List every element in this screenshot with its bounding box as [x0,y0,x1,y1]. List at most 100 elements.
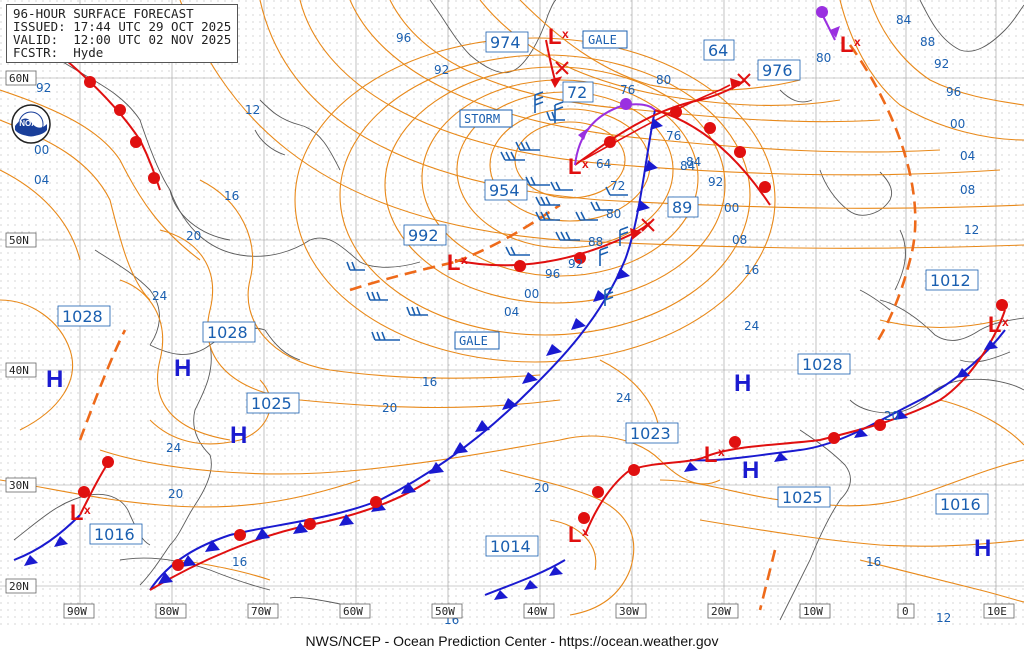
warning-label: GALE [459,334,488,348]
svg-text:x: x [854,35,861,49]
high-symbol: H [46,366,63,393]
isobar-label: 80 [656,73,671,87]
trough-2 [454,203,561,264]
isobar-label: 96 [545,267,560,281]
isobar-label: 04 [504,305,519,319]
isobar-label: 16 [224,189,239,203]
isobar-label: 24 [152,289,167,303]
weather-map: Lx Lx Lx Lx Lx Lx Lx Lx H H H H H H GALE… [0,0,1024,630]
lat-label: 60N [9,72,29,85]
fronts [13,9,1006,611]
pressure-value: 1028 [62,307,103,326]
isobar-label: 24 [166,441,181,455]
cold-front-main [149,109,656,591]
forecast-x-markers [545,39,751,232]
isobar-label: 16 [744,263,759,277]
header-valid: VALID: 12:00 UTC 02 NOV 2025 [13,32,232,47]
isobar-label: 92 [934,57,949,71]
isobar-label: 80 [606,207,621,221]
lat-label: 40N [9,364,29,377]
forecast-header: 96-HOUR SURFACE FORECAST ISSUED: 17:44 UT… [6,4,239,63]
isobar-label: 16 [232,555,247,569]
track-arrows [630,78,742,240]
svg-text:x: x [461,253,468,267]
svg-text:x: x [582,525,589,539]
isobar-label: 20 [382,401,397,415]
lon-label: 10E [987,605,1007,618]
isobar-label: 88 [920,35,935,49]
occluded-front-symbols [578,6,840,140]
svg-text:x: x [84,503,91,517]
forecast-value: 72 [567,83,587,102]
warm-front-semicircles [78,76,1008,571]
isobar-label: 08 [732,233,747,247]
high-symbol: H [974,535,991,562]
isobar-label: 16 [422,375,437,389]
pressure-value: 1016 [94,525,135,544]
dot-grid [0,0,1024,630]
isobar-labels: 96 92 00 04 12 16 20 24 20 16 24 20 16 9… [34,13,979,627]
isobar-label: 04 [960,149,975,163]
isobar-label: 00 [950,117,965,131]
forecast-value: 64 [708,41,728,60]
footer-credit: NWS/NCEP - Ocean Prediction Center - htt… [305,633,719,649]
isobar-label: 84 [896,13,911,27]
high-symbol: H [734,370,751,397]
pressure-value: 992 [408,226,439,245]
isobar-label: 84 [680,159,695,173]
isobar-label: 00 [524,287,539,301]
trough-4 [848,44,917,346]
isobar-label: 04 [34,173,49,187]
lon-label: 80W [159,605,179,618]
low-symbol: L [988,312,1001,337]
isobar-label: 84 [686,155,701,169]
trough-5 [758,549,777,611]
isobar-label: 92 [708,175,723,189]
isobar-label: 20 [884,409,899,423]
noaa-logo: NOAA [11,104,51,144]
high-symbol: H [230,422,247,449]
high-symbols: H H H H H H [46,355,991,562]
isobar-label: 92 [36,81,51,95]
pressure-value: 1025 [251,394,292,413]
pressure-value: 954 [489,181,520,200]
isobar-label: 72 [610,179,625,193]
low-symbol: L [704,442,717,467]
warm-front-mid [454,221,651,267]
isobar-label: 88 [588,235,603,249]
svg-text:x: x [562,27,569,41]
warning-label: STORM [464,112,500,126]
low-symbol: L [548,24,561,49]
svg-text:x: x [718,445,725,459]
isobar-label: 12 [964,223,979,237]
trough-1 [349,260,456,292]
svg-text:x: x [582,157,589,171]
lon-label: 40W [527,605,547,618]
pressure-value: 974 [490,33,521,52]
low-symbol: L [840,32,853,57]
low-symbol: L [568,522,581,547]
isobar-label: 08 [960,183,975,197]
wind-barbs [346,91,629,341]
lat-label: 50N [9,234,29,247]
pressure-value: 976 [762,61,793,80]
isobar-label: 16 [866,555,881,569]
pressure-value: 1025 [782,488,823,507]
isobar-label: 00 [34,143,49,157]
pressure-value: 1016 [940,495,981,514]
lon-label: 70W [251,605,271,618]
graticule [0,0,1024,612]
warning-boxes: GALE STORM GALE [454,30,628,350]
svg-text:x: x [1002,315,1009,329]
isobar-label: 12 [936,611,951,625]
warm-front-central [584,309,1006,536]
latitude-labels: 60N 50N 40N 30N 20N [5,70,37,594]
isobar-label: 20 [186,229,201,243]
low-symbol: L [447,250,460,275]
header-title: 96-HOUR SURFACE FORECAST [13,6,194,21]
isobar-label: 76 [620,83,635,97]
isobar-label: 92 [434,63,449,77]
isobar-label: 76 [666,129,681,143]
pressure-value: 1014 [490,537,531,556]
warning-label: GALE [588,33,617,47]
